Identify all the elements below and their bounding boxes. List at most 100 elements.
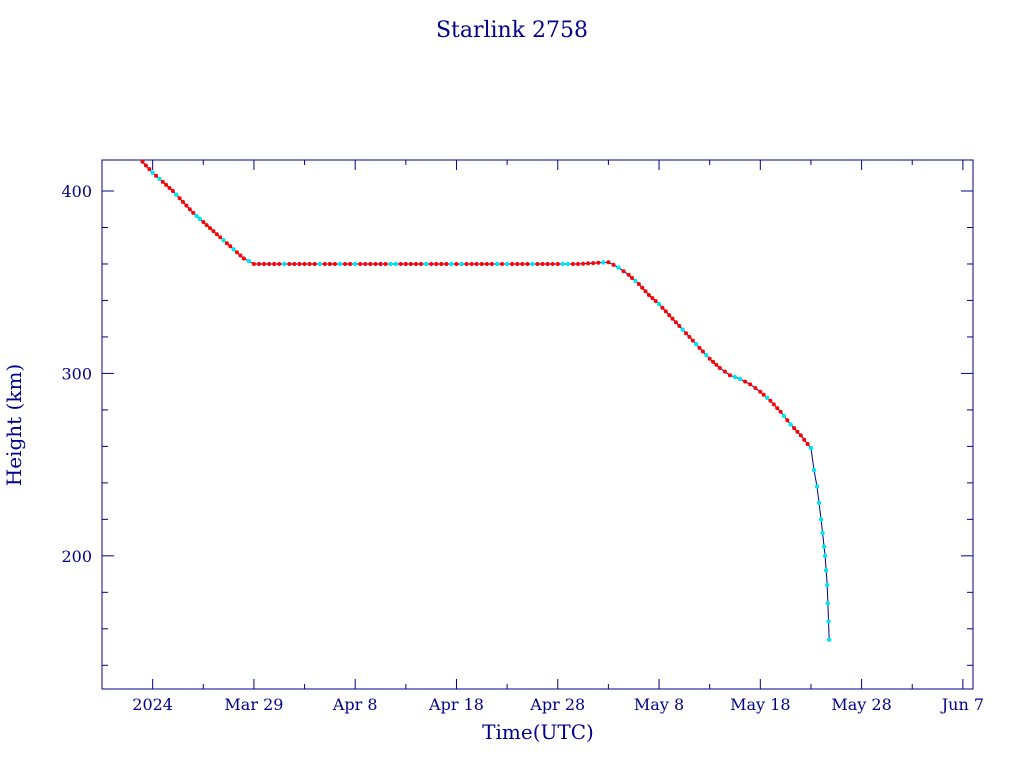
data-point-0-18 (201, 220, 206, 224)
data-point-0-83 (510, 262, 515, 266)
data-point-0-108 (633, 278, 638, 284)
data-point-0-8 (167, 186, 172, 190)
data-point-0-49 (337, 261, 343, 267)
data-point-0-57 (378, 262, 383, 266)
data-point-0-15 (191, 210, 196, 215)
data-point-0-64 (414, 262, 418, 266)
data-point-0-3 (150, 170, 155, 175)
data-point-0-72 (454, 262, 459, 266)
data-point-0-99 (591, 261, 596, 266)
data-point-0-62 (403, 262, 408, 266)
data-point-0-56 (373, 262, 378, 266)
data-point-0-10 (174, 192, 179, 197)
data-point-0-148 (781, 413, 787, 419)
data-point-0-47 (327, 262, 332, 266)
data-point-0-1 (143, 163, 148, 168)
data-point-0-123 (684, 331, 688, 336)
data-point-0-153 (798, 433, 803, 438)
data-point-0-77 (479, 262, 484, 266)
data-point-0-92 (555, 262, 560, 266)
data-point-0-65 (419, 262, 423, 266)
data-point-0-120 (673, 320, 678, 325)
data-point-0-93 (560, 261, 565, 267)
data-point-0-32 (251, 262, 256, 266)
y-tick-label-300: 300 (61, 364, 92, 383)
data-point-0-16 (194, 213, 199, 219)
data-point-0-37 (277, 262, 282, 266)
data-point-0-51 (348, 262, 353, 266)
data-point-0-109 (636, 282, 641, 286)
data-point-0-27 (231, 247, 236, 252)
data-point-0-75 (469, 262, 474, 266)
x-axis-tick-labels: 2024 Mar 29 Apr 8 Apr 18 Apr 28 May 8 May 18 Ma… (132, 695, 984, 714)
y-axis-label: Height (km) (2, 364, 26, 486)
data-point-0-155 (805, 442, 810, 446)
data-point-0-102 (606, 260, 611, 265)
data-point-0-21 (211, 229, 216, 234)
data-point-0-159 (816, 500, 822, 506)
data-point-0-5 (157, 176, 162, 181)
data-point-0-94 (565, 261, 571, 267)
data-point-0-38 (282, 261, 287, 267)
data-point-0-42 (302, 262, 307, 266)
data-point-0-136 (732, 374, 738, 380)
data-point-0-20 (208, 226, 212, 231)
plot-frame (101, 159, 974, 690)
data-point-0-142 (761, 392, 766, 397)
data-point-0-146 (775, 406, 780, 411)
data-point-0-59 (388, 261, 393, 267)
data-point-0-96 (576, 262, 580, 266)
data-point-0-157 (811, 467, 817, 473)
data-point-0-30 (241, 256, 246, 261)
data-point-0-79 (489, 262, 494, 266)
x-tick-label-7: May 28 (831, 695, 891, 714)
data-point-0-129 (704, 353, 709, 358)
x-tick-label-8: Jun 7 (940, 695, 984, 714)
data-point-0-147 (778, 409, 783, 414)
x-tick-label-1: Mar 29 (224, 695, 283, 714)
data-point-0-168 (827, 637, 832, 642)
data-point-0-135 (727, 373, 732, 378)
data-point-0-13 (184, 203, 189, 208)
data-point-0-160 (818, 517, 824, 522)
data-point-0-4 (154, 173, 158, 178)
data-point-0-14 (187, 207, 192, 212)
data-point-0-164 (823, 568, 829, 573)
data-point-0-91 (550, 262, 555, 266)
data-point-0-61 (398, 262, 403, 266)
x-tick-label-2: Apr 8 (332, 695, 378, 714)
data-point-0-158 (814, 484, 820, 489)
data-point-0-58 (383, 262, 388, 266)
x-tick-label-3: Apr 18 (428, 695, 484, 714)
data-point-0-137 (737, 376, 743, 382)
x-tick-label-6: May 18 (730, 695, 790, 714)
data-point-0-88 (535, 262, 540, 266)
data-point-0-138 (743, 379, 748, 384)
data-point-0-156 (808, 446, 814, 451)
data-point-0-150 (788, 422, 793, 427)
data-point-0-7 (164, 182, 169, 187)
data-point-0-126 (694, 342, 699, 347)
series-line-group (142, 161, 830, 640)
data-point-0-24 (221, 238, 226, 243)
data-point-0-40 (292, 262, 297, 266)
data-point-0-130 (707, 356, 712, 361)
data-point-0-69 (439, 262, 444, 266)
data-point-0-41 (297, 262, 302, 266)
data-point-0-106 (626, 272, 631, 277)
data-point-0-43 (307, 262, 312, 266)
data-point-0-33 (257, 262, 261, 266)
data-point-0-44 (312, 262, 317, 266)
y-tick-label-200: 200 (61, 547, 92, 566)
data-point-0-133 (717, 366, 722, 370)
y-axis-tick-labels: 200 300 400 (61, 182, 92, 566)
data-point-0-76 (474, 262, 479, 266)
data-point-0-45 (317, 261, 322, 267)
x-tick-label-5: May 8 (634, 695, 684, 714)
data-point-0-81 (500, 262, 505, 266)
data-point-0-111 (643, 289, 648, 294)
data-point-0-103 (611, 262, 616, 267)
data-point-0-52 (353, 261, 358, 267)
data-point-0-11 (177, 196, 182, 201)
